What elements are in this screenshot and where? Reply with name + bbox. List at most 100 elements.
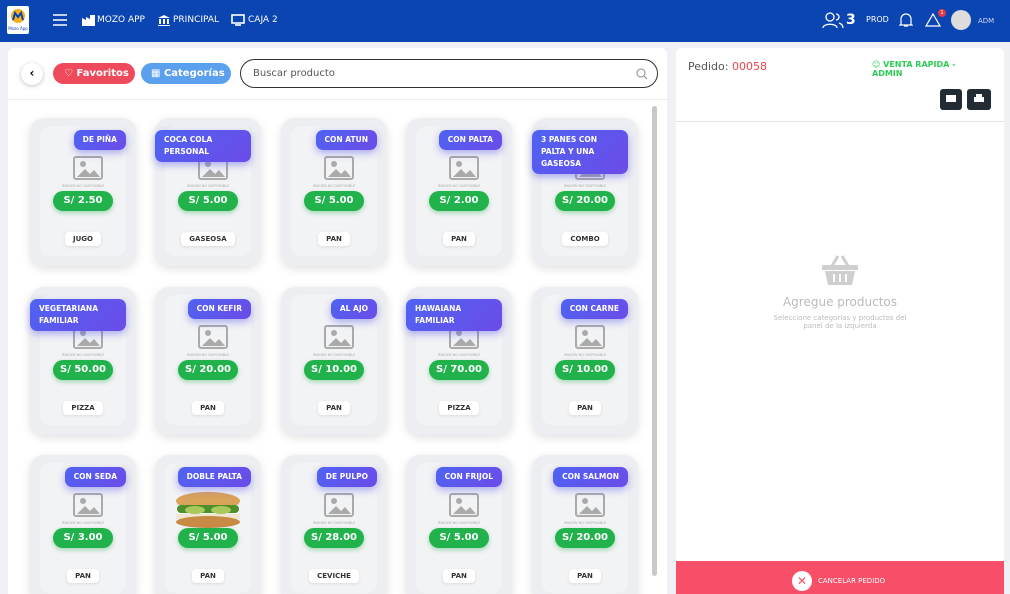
product-name: CON CARNE [560, 299, 628, 319]
placeholder-text: IMAGEN NO DISPONIBLE [563, 521, 607, 525]
print-button[interactable] [967, 89, 991, 110]
product-name: COCA COLA PERSONAL [155, 130, 251, 162]
product-image [176, 492, 240, 528]
back-button[interactable]: ‹ [21, 63, 43, 85]
image-placeholder [449, 493, 479, 517]
product-category: CEVICHE [309, 569, 359, 583]
product-card[interactable]: IMAGEN NO DISPONIBLE 3 PANES CON PALTA Y … [532, 118, 638, 266]
order-client: ☺ VENTA RAPIDA - ADMIN [872, 60, 956, 78]
product-name: VEGETARIANA FAMILIAR [30, 299, 126, 331]
image-placeholder [575, 493, 605, 517]
product-price: S/ 20.00 [555, 528, 615, 548]
product-card[interactable]: IMAGEN NO DISPONIBLE COCA COLA PERSONAL S/… [155, 118, 261, 266]
nav-principal[interactable]: PRINCIPAL [173, 15, 220, 25]
order-panel: Pedido: 00058 ☺ VENTA RAPIDA - ADMIN Agr… [676, 48, 1004, 594]
product-price: S/ 70.00 [429, 360, 489, 380]
product-card[interactable]: IMAGEN NO DISPONIBLE VEGETARIANA FAMILIAR… [30, 287, 136, 435]
category-pill: CEVICHE [281, 563, 387, 583]
product-card[interactable]: IMAGEN NO DISPONIBLE CON SALMON S/ 20.00 PA… [532, 455, 638, 594]
screen-button[interactable] [940, 89, 962, 110]
product-name: AL AJO [330, 299, 377, 319]
product-price: S/ 10.00 [555, 360, 615, 380]
placeholder-text: IMAGEN NO DISPONIBLE [312, 353, 356, 357]
product-card[interactable]: IMAGEN NO DISPONIBLE DE PULPO S/ 28.00 CEVI… [281, 455, 387, 594]
product-category: PAN [443, 232, 475, 246]
product-price: S/ 5.00 [178, 528, 238, 548]
product-category: PIZZA [63, 401, 103, 415]
product-card[interactable]: DOBLE PALTA S/ 5.00 PAN [155, 455, 261, 594]
product-category: PAN [318, 232, 350, 246]
product-name: CON SALMON [553, 467, 628, 487]
product-category: PAN [443, 569, 475, 583]
product-price: S/ 20.00 [178, 360, 238, 380]
product-price: S/ 2.00 [429, 191, 489, 211]
product-price: S/ 20.00 [555, 191, 615, 211]
cancel-button[interactable]: ✕ CANCELAR PEDIDO [676, 561, 1004, 594]
product-price: S/ 5.00 [429, 528, 489, 548]
product-name: CON PALTA [438, 130, 502, 150]
product-card[interactable]: IMAGEN NO DISPONIBLE CON CARNE S/ 10.00 PAN [532, 287, 638, 435]
empty-hint: Seleccione categorías y productos del pa… [773, 314, 907, 330]
category-pill: COMBO [532, 226, 638, 246]
product-category: COMBO [562, 232, 608, 246]
cancel-label: CANCELAR PEDIDO [818, 577, 886, 585]
warning-icon[interactable] [925, 13, 941, 27]
category-pill: PIZZA [30, 395, 136, 415]
env-label: PROD [866, 15, 889, 24]
product-name: DE PULPO [316, 467, 377, 487]
nav-caja[interactable]: CAJA 2 [248, 15, 278, 25]
product-card[interactable]: IMAGEN NO DISPONIBLE DE PIÑA S/ 2.50 JUGO [30, 118, 136, 266]
category-pill: PAN [406, 226, 512, 246]
product-category: JUGO [65, 232, 101, 246]
placeholder-text: IMAGEN NO DISPONIBLE [563, 353, 607, 357]
product-name: CON KEFIR [187, 299, 251, 319]
product-card[interactable]: IMAGEN NO DISPONIBLE CON PALTA S/ 2.00 PAN [406, 118, 512, 266]
image-placeholder [198, 325, 228, 349]
product-card[interactable]: IMAGEN NO DISPONIBLE CON KEFIR S/ 20.00 PAN [155, 287, 261, 435]
product-category: PAN [67, 569, 99, 583]
bell-icon[interactable] [899, 12, 913, 28]
placeholder-text: IMAGEN NO DISPONIBLE [437, 353, 481, 357]
product-price: S/ 10.00 [304, 360, 364, 380]
search-icon [636, 68, 648, 80]
category-pill: PAN [281, 226, 387, 246]
client-name: VENTA RAPIDA - ADMIN [872, 60, 956, 78]
order-label: Pedido: 00058 [688, 60, 767, 73]
cancel-icon: ✕ [792, 571, 812, 591]
product-category: GASEOSA [181, 232, 235, 246]
product-price: S/ 2.50 [53, 191, 113, 211]
basket-icon [822, 255, 858, 285]
product-name: DOBLE PALTA [177, 467, 251, 487]
users-count: 3 [846, 12, 856, 28]
product-category: PAN [192, 401, 224, 415]
product-card[interactable]: IMAGEN NO DISPONIBLE CON SEDA S/ 3.00 PAN [30, 455, 136, 594]
product-category: PAN [569, 401, 601, 415]
order-label-text: Pedido: [688, 60, 729, 73]
divider [676, 121, 1004, 122]
monitor-icon [231, 14, 245, 26]
product-card[interactable]: IMAGEN NO DISPONIBLE CON ATUN S/ 5.00 PAN [281, 118, 387, 266]
empty-title: Agregue productos [782, 295, 898, 309]
placeholder-text: IMAGEN NO DISPONIBLE [437, 521, 481, 525]
placeholder-text: IMAGEN NO DISPONIBLE [312, 184, 356, 188]
users-icon [822, 12, 844, 29]
product-card[interactable]: IMAGEN NO DISPONIBLE AL AJO S/ 10.00 PAN [281, 287, 387, 435]
avatar[interactable] [951, 10, 971, 30]
screen-icon [946, 95, 956, 102]
image-placeholder [324, 156, 354, 180]
search-input[interactable]: Buscar producto [240, 59, 658, 88]
menu-icon[interactable] [53, 14, 67, 26]
product-name: CON FRIJOL [435, 467, 502, 487]
product-price: S/ 5.00 [178, 191, 238, 211]
categories-button[interactable]: ▦ Categorías [141, 63, 231, 84]
categories-label: Categorías [163, 68, 225, 79]
logo[interactable]: Mozo App [7, 6, 29, 34]
products-panel: ‹ ♡ Favoritos ▦ Categorías Buscar produc… [8, 48, 667, 594]
category-pill: PAN [30, 563, 136, 583]
product-card[interactable]: IMAGEN NO DISPONIBLE CON FRIJOL S/ 5.00 PAN [406, 455, 512, 594]
product-card[interactable]: IMAGEN NO DISPONIBLE HAWAIANA FAMILIAR S/ … [406, 287, 512, 435]
favorites-button[interactable]: ♡ Favoritos [53, 63, 135, 84]
scrollbar[interactable] [652, 106, 657, 576]
nav-app[interactable]: MOZO APP [97, 15, 145, 25]
product-name: CON SEDA [64, 467, 126, 487]
